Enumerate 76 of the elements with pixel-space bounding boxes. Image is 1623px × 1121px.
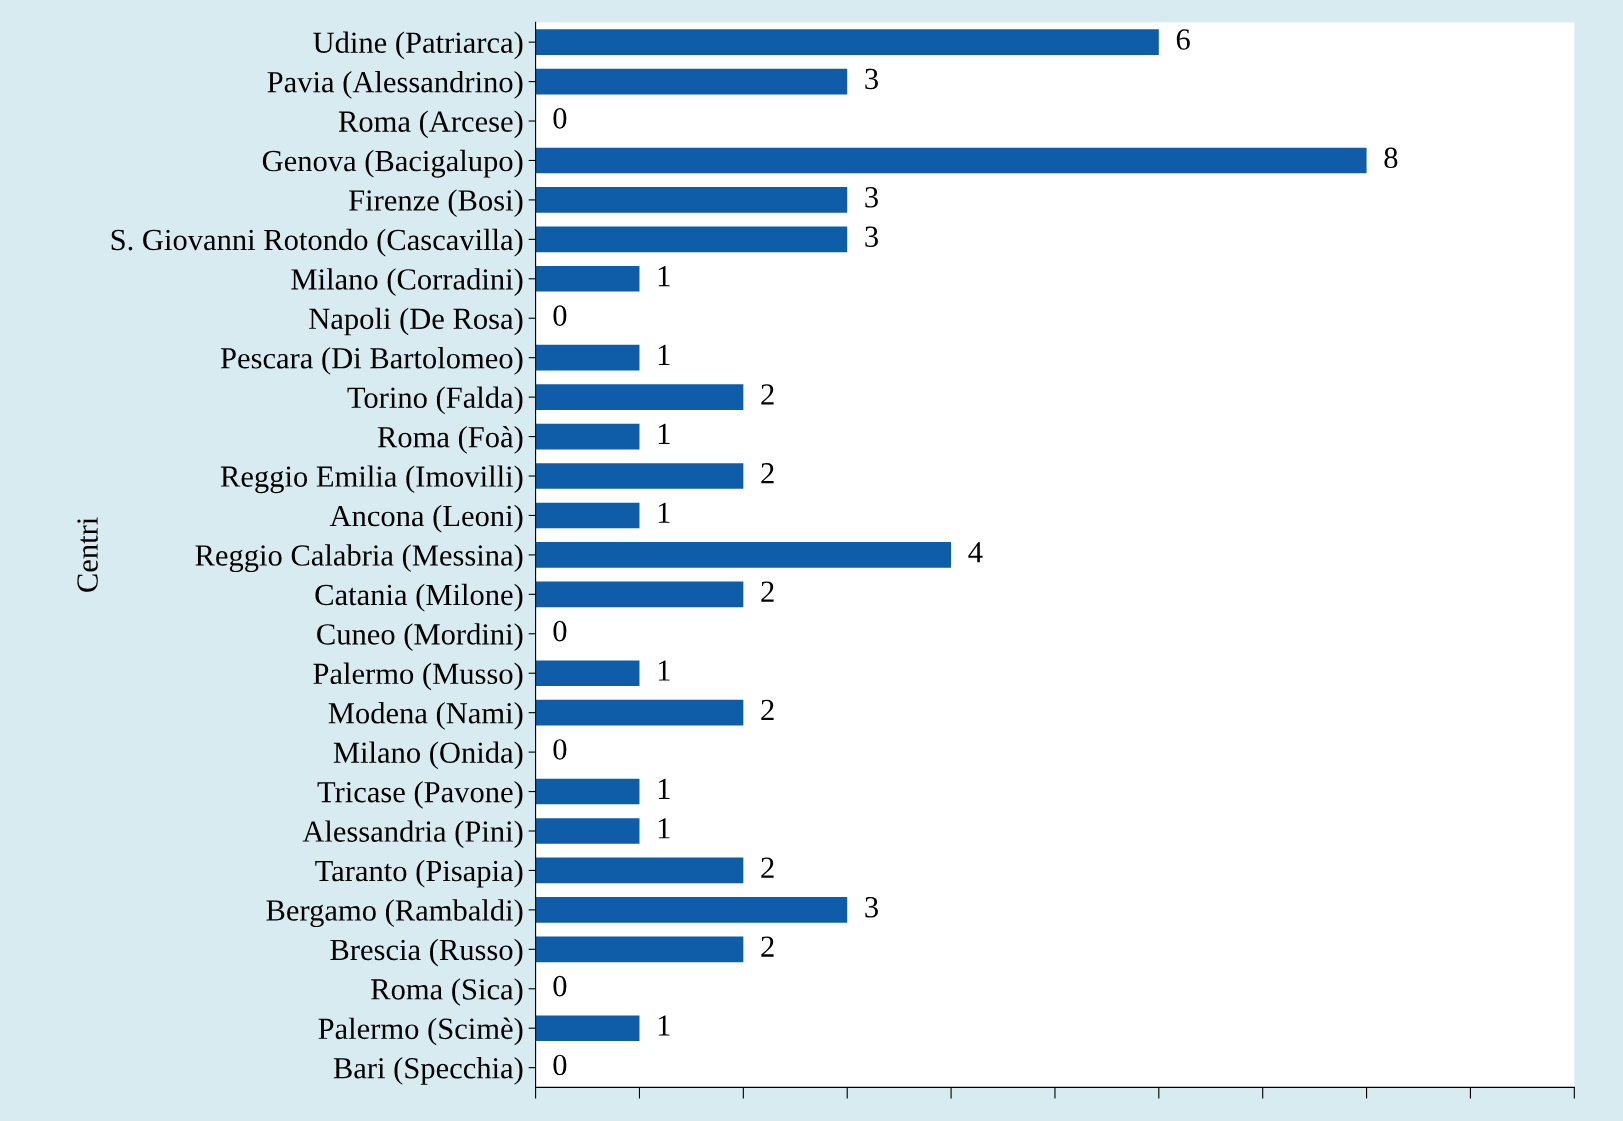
bar [535, 542, 952, 568]
y-tick-label: Taranto (Pisapia) [315, 859, 523, 888]
data-label: 0 [553, 975, 567, 997]
data-label: 6 [1176, 29, 1190, 50]
y-tick-label: Milano (Corradini) [291, 268, 523, 296]
y-tick-label: Roma (Foà) [377, 425, 523, 454]
data-label: 1 [658, 265, 670, 287]
data-label: 4 [968, 542, 983, 563]
data-label: 3 [865, 187, 878, 208]
data-label: 3 [865, 68, 878, 90]
bar [535, 1015, 640, 1042]
y-tick-label: Brescia (Russo) [330, 938, 523, 967]
y-tick-label: Torino (Falda) [347, 386, 523, 415]
bar [535, 818, 640, 844]
y-tick-label: Roma (Sica) [371, 978, 523, 1006]
bar [535, 660, 640, 687]
data-label: 1 [658, 1015, 670, 1036]
bar [535, 147, 1367, 174]
bar [535, 897, 848, 923]
y-tick-label: Pavia (Alessandrino) [267, 70, 523, 99]
y-tick-label: Palermo (Scimè) [318, 1017, 523, 1046]
data-label: 0 [553, 305, 567, 326]
y-tick-label: Roma (Arcese) [338, 110, 523, 139]
data-label: 1 [658, 660, 670, 681]
bar [535, 384, 744, 410]
y-tick-label: Pescara (Di Bartolomeo) [220, 347, 523, 375]
y-tick-label: Modena (Nami) [328, 702, 523, 730]
data-label: 2 [761, 581, 774, 602]
y-tick-label: Palermo (Musso) [313, 662, 523, 691]
y-tick-label: Milano (Onida) [333, 741, 523, 770]
y-tick-label: Napoli (De Rosa) [309, 307, 523, 336]
bar [535, 463, 744, 489]
bar [535, 857, 744, 884]
data-label: 2 [761, 857, 774, 878]
y-tick-label: S. Giovanni Rotondo (Cascavilla) [111, 228, 523, 257]
bar [535, 187, 848, 213]
data-label: 3 [865, 896, 878, 918]
bar [535, 68, 848, 95]
data-label: 3 [865, 226, 878, 247]
data-label: 0 [553, 739, 567, 760]
y-tick-label: Bari (Specchia) [333, 1057, 523, 1085]
bar [535, 226, 848, 253]
data-label: 1 [658, 778, 670, 799]
bar [535, 699, 744, 726]
data-label: 1 [658, 423, 670, 444]
bar [535, 29, 1159, 55]
bar [535, 581, 744, 608]
y-tick-label: Tricase (Pavone) [317, 780, 523, 809]
data-label: 1 [658, 344, 670, 366]
y-tick-label: Reggio Emilia (Imovilli) [220, 465, 523, 494]
data-label: 2 [761, 384, 774, 405]
bar [535, 265, 640, 292]
data-label: 2 [761, 936, 774, 957]
y-tick-label: Udine (Patriarca) [313, 31, 523, 60]
data-label: 0 [553, 1054, 567, 1076]
y-tick-label: Ancona (Leoni) [329, 504, 523, 533]
data-label: 0 [553, 620, 567, 642]
bar [535, 423, 640, 450]
data-label: 2 [761, 463, 774, 484]
data-label: 2 [761, 699, 774, 721]
bar [535, 778, 640, 805]
y-tick-label: Alessandria (Pini) [302, 820, 523, 849]
data-label: 0 [553, 108, 567, 129]
bar [535, 936, 744, 963]
y-tick-label: Reggio Calabria (Messina) [195, 544, 523, 573]
bar [535, 502, 640, 529]
y-tick-label: Cuneo (Mordini) [317, 623, 523, 651]
y-axis-title: Centri [77, 517, 98, 592]
y-tick-label: Genova (Bacigalupo) [262, 149, 523, 178]
data-label: 1 [658, 818, 670, 839]
y-tick-label: Firenze (Bosi) [349, 189, 523, 218]
bar [535, 344, 640, 371]
data-label: 8 [1384, 147, 1398, 169]
y-tick-label: Bergamo (Rambaldi) [266, 899, 523, 928]
data-label: 1 [658, 502, 670, 523]
y-tick-label: Catania (Milone) [315, 583, 523, 612]
